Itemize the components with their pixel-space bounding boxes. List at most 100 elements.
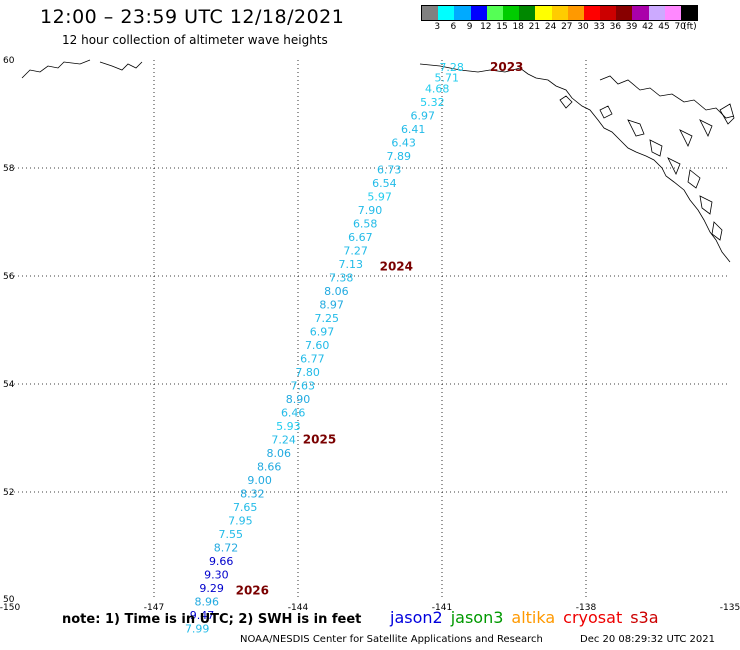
lon-tick-label: -138 [576,603,597,613]
swh-value: 7.80 [295,366,320,379]
swh-value: 7.90 [358,204,383,217]
color-scale-label: 27 [561,22,573,32]
lat-tick-label: 52 [3,488,14,498]
swh-value: 6.46 [281,406,306,419]
lon-tick-label: -141 [432,603,452,613]
swh-value: 6.54 [372,177,397,190]
swh-value: 6.97 [411,109,436,122]
color-scale-label: (ft) [683,22,697,32]
swh-value: 8.66 [257,460,282,473]
swh-value: 6.58 [353,217,378,230]
color-scale-swatches [421,5,699,21]
swh-value: 7.60 [305,339,330,352]
swh-value: 6.97 [310,325,335,338]
swh-value: 7.38 [329,271,354,284]
lat-tick-label: 54 [3,380,15,390]
color-swatch [470,6,487,20]
color-scale-label: 3 [434,22,441,32]
swh-value: 8.97 [319,298,344,311]
chart-subtitle: 12 hour collection of altimeter wave hei… [62,33,328,47]
color-scale-label: 9 [466,22,473,32]
footer-timestamp: Dec 20 08:29:32 UTC 2021 [580,634,715,645]
coastline-gulf [419,63,731,263]
lon-tick-label: -147 [144,603,164,613]
lat-tick-label: 50 [3,595,15,605]
footnote: note: 1) Time is in UTC; 2) SWH is in fe… [62,612,362,627]
color-scale-label: 15 [496,22,508,32]
color-swatch [454,6,471,20]
legend-entry: jason2 [390,608,443,627]
color-swatch [535,6,552,20]
lat-tick-label: 56 [3,272,15,282]
color-scale-bar: 3 6 9 12 15 18 21 24 27 30 33 36 39 42 45 70 (ft) [421,5,699,35]
swh-value: 8.06 [324,285,349,298]
swh-value: 6.67 [348,231,373,244]
swh-value: 5.93 [276,420,301,433]
coastline-fjords [599,75,735,119]
swh-value: 4.68 [425,82,450,95]
swh-value: 7.95 [228,514,253,527]
legend-entry: jason3 [450,608,504,627]
color-swatch [632,6,649,20]
alaska-coastline [21,59,735,263]
color-scale-label: 39 [625,22,638,32]
swh-value: 9.29 [199,582,224,595]
swh-value: 5.97 [367,190,392,203]
color-scale-label: 30 [577,22,589,32]
swh-value: 8.32 [240,487,265,500]
color-scale-label: 36 [609,22,622,32]
color-swatch [438,6,455,20]
swh-value: 7.55 [219,528,244,541]
color-swatch [600,6,617,20]
swh-value: 7.63 [291,379,316,392]
chart-title: 12:00 – 23:59 UTC 12/18/2021 [40,6,345,28]
color-swatch [567,6,584,20]
swh-value: 7.99 [185,622,210,635]
color-scale-label: 18 [512,22,524,32]
cycle-label: 2026 [236,584,269,598]
swh-value: 5.32 [420,96,445,109]
color-scale-label: 6 [450,22,457,32]
swh-value: 9.30 [204,568,229,581]
color-swatch [422,6,439,20]
satellite-legend: jason2 jason3 altika cryosat s3a [390,608,667,627]
color-swatch [648,6,665,20]
color-scale-label: 42 [642,22,654,32]
coastline-north [21,59,143,79]
swh-value: 7.27 [343,244,368,257]
swh-value: 8.96 [195,595,220,608]
color-swatch [664,6,681,20]
cycle-label: 2025 [303,432,336,446]
lat-lon-grid [10,60,730,600]
color-swatch [681,6,698,20]
lon-tick-label: -150 [0,603,20,613]
swh-value: 7.89 [387,150,412,163]
swh-value: 9.66 [209,555,234,568]
swh-value: 7.28 [439,61,464,74]
swh-value: 7.24 [271,433,296,446]
swh-value: 6.77 [300,352,325,365]
color-scale-label: 70 [674,22,686,32]
color-swatch [616,6,633,20]
swh-value: 8.06 [267,447,292,460]
color-scale-label: 21 [528,22,541,32]
lat-tick-label: 60 [3,56,15,66]
swh-observations: 7.285.714.685.326.976.416.437.896.736.54… [185,61,464,636]
swh-value: 6.73 [377,163,402,176]
swh-value: 6.43 [391,136,416,149]
swh-value: 9.00 [247,474,272,487]
swh-value: 8.90 [286,393,311,406]
color-swatch [583,6,601,20]
color-scale-label: 45 [658,22,670,32]
color-scale-label: 24 [544,22,557,32]
swh-value: 7.25 [315,312,340,325]
footer-credit: NOAA/NESDIS Center for Satellite Applica… [240,634,543,645]
swh-value: 8.72 [214,541,239,554]
swh-value: 6.41 [401,123,426,136]
color-swatch [551,6,568,20]
map-background [10,60,730,600]
cycle-label: 2023 [490,60,523,74]
cycle-label: 2024 [380,260,413,274]
color-swatch [486,6,503,20]
